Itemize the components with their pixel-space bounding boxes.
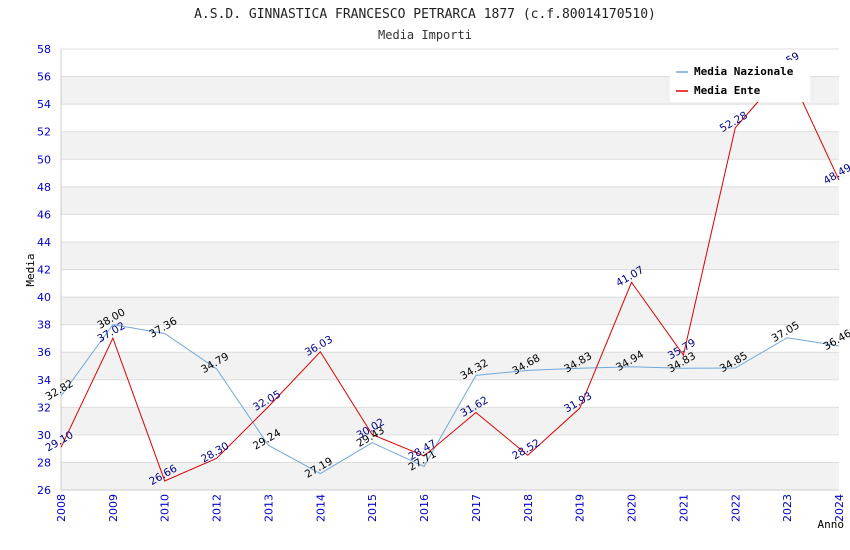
- series-lines: [60, 67, 840, 482]
- x-tick-label: 2022: [729, 494, 742, 522]
- y-tick-label: 26: [37, 484, 51, 497]
- plot-band: [61, 352, 839, 380]
- y-tick-labels: 26 28 30 32 34 36 38 40 42 44 46 48 50 52 54 56 58: [37, 43, 51, 497]
- legend-box: [670, 60, 810, 102]
- y-tick-label: 56: [37, 71, 51, 84]
- x-tick-label: 2021: [677, 494, 690, 522]
- plot-band: [61, 241, 839, 270]
- y-tick-label: 58: [37, 43, 51, 56]
- x-tick-label: 2008: [55, 494, 68, 522]
- y-axis-label: Media: [24, 253, 37, 286]
- y-tick-label: 38: [37, 319, 51, 332]
- x-tick-label: 2019: [574, 494, 587, 522]
- plot-band: [61, 214, 839, 242]
- plot-band: [61, 462, 839, 490]
- series-line: [60, 324, 840, 475]
- series-line: [60, 67, 840, 482]
- y-tick-label: 46: [37, 208, 51, 221]
- y-tick-label: 32: [37, 401, 51, 414]
- y-tick-label: 28: [37, 456, 51, 469]
- x-axis-label: Anno: [818, 518, 845, 531]
- plot-band: [61, 159, 839, 187]
- plot-band: [61, 104, 839, 132]
- y-tick-label: 34: [37, 374, 51, 387]
- plot-band: [61, 434, 839, 463]
- plot-band: [61, 324, 839, 353]
- plot-band: [61, 297, 839, 325]
- y-tick-label: 50: [37, 153, 51, 166]
- plot-band: [61, 186, 839, 215]
- x-tick-label: 2023: [781, 494, 794, 522]
- plot-band: [61, 131, 839, 160]
- x-tick-label: 2009: [107, 494, 120, 522]
- chart-title: A.S.D. GINNASTICA FRANCESCO PETRARCA 187…: [194, 7, 656, 22]
- y-tick-label: 42: [37, 264, 51, 277]
- x-tick-labels: 2008 2009 2010 2012 2013 2014 2015 2016 2017 2018…: [55, 494, 846, 522]
- x-tick-label: 2024: [833, 494, 846, 522]
- x-tick-label: 2012: [211, 494, 224, 522]
- y-tick-label: 30: [37, 429, 51, 442]
- x-tick-label: 2015: [366, 494, 379, 522]
- y-tick-label: 36: [37, 346, 51, 359]
- x-tick-label: 2016: [418, 494, 431, 522]
- y-tick-label: 44: [37, 236, 51, 249]
- y-tick-label: 52: [37, 126, 51, 139]
- chart-subtitle: Media Importi: [378, 28, 472, 42]
- plot-band: [61, 269, 839, 298]
- plot-band: [61, 379, 839, 408]
- x-tick-label: 2018: [522, 494, 535, 522]
- y-tick-label: 54: [37, 98, 51, 111]
- x-tick-label: 2013: [262, 494, 275, 522]
- x-tick-label: 2017: [470, 494, 483, 522]
- x-tick-label: 2020: [626, 494, 639, 522]
- x-tick-label: 2014: [314, 494, 327, 522]
- legend-label-media-nazionale: Media Nazionale: [694, 65, 794, 78]
- plot-background-bands: [61, 49, 839, 490]
- y-tick-label: 40: [37, 291, 51, 304]
- legend-label-media-ente: Media Ente: [694, 84, 761, 97]
- x-tick-label: 2010: [159, 494, 172, 522]
- y-tick-label: 48: [37, 181, 51, 194]
- legend: Media Nazionale Media Ente: [670, 60, 810, 102]
